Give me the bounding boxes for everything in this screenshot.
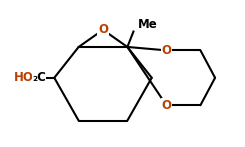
Text: HO: HO bbox=[14, 71, 34, 84]
Text: Me: Me bbox=[138, 18, 158, 31]
Text: O: O bbox=[98, 23, 108, 36]
Text: O: O bbox=[161, 99, 171, 112]
Text: ₂C: ₂C bbox=[32, 71, 46, 84]
Text: O: O bbox=[161, 44, 171, 57]
